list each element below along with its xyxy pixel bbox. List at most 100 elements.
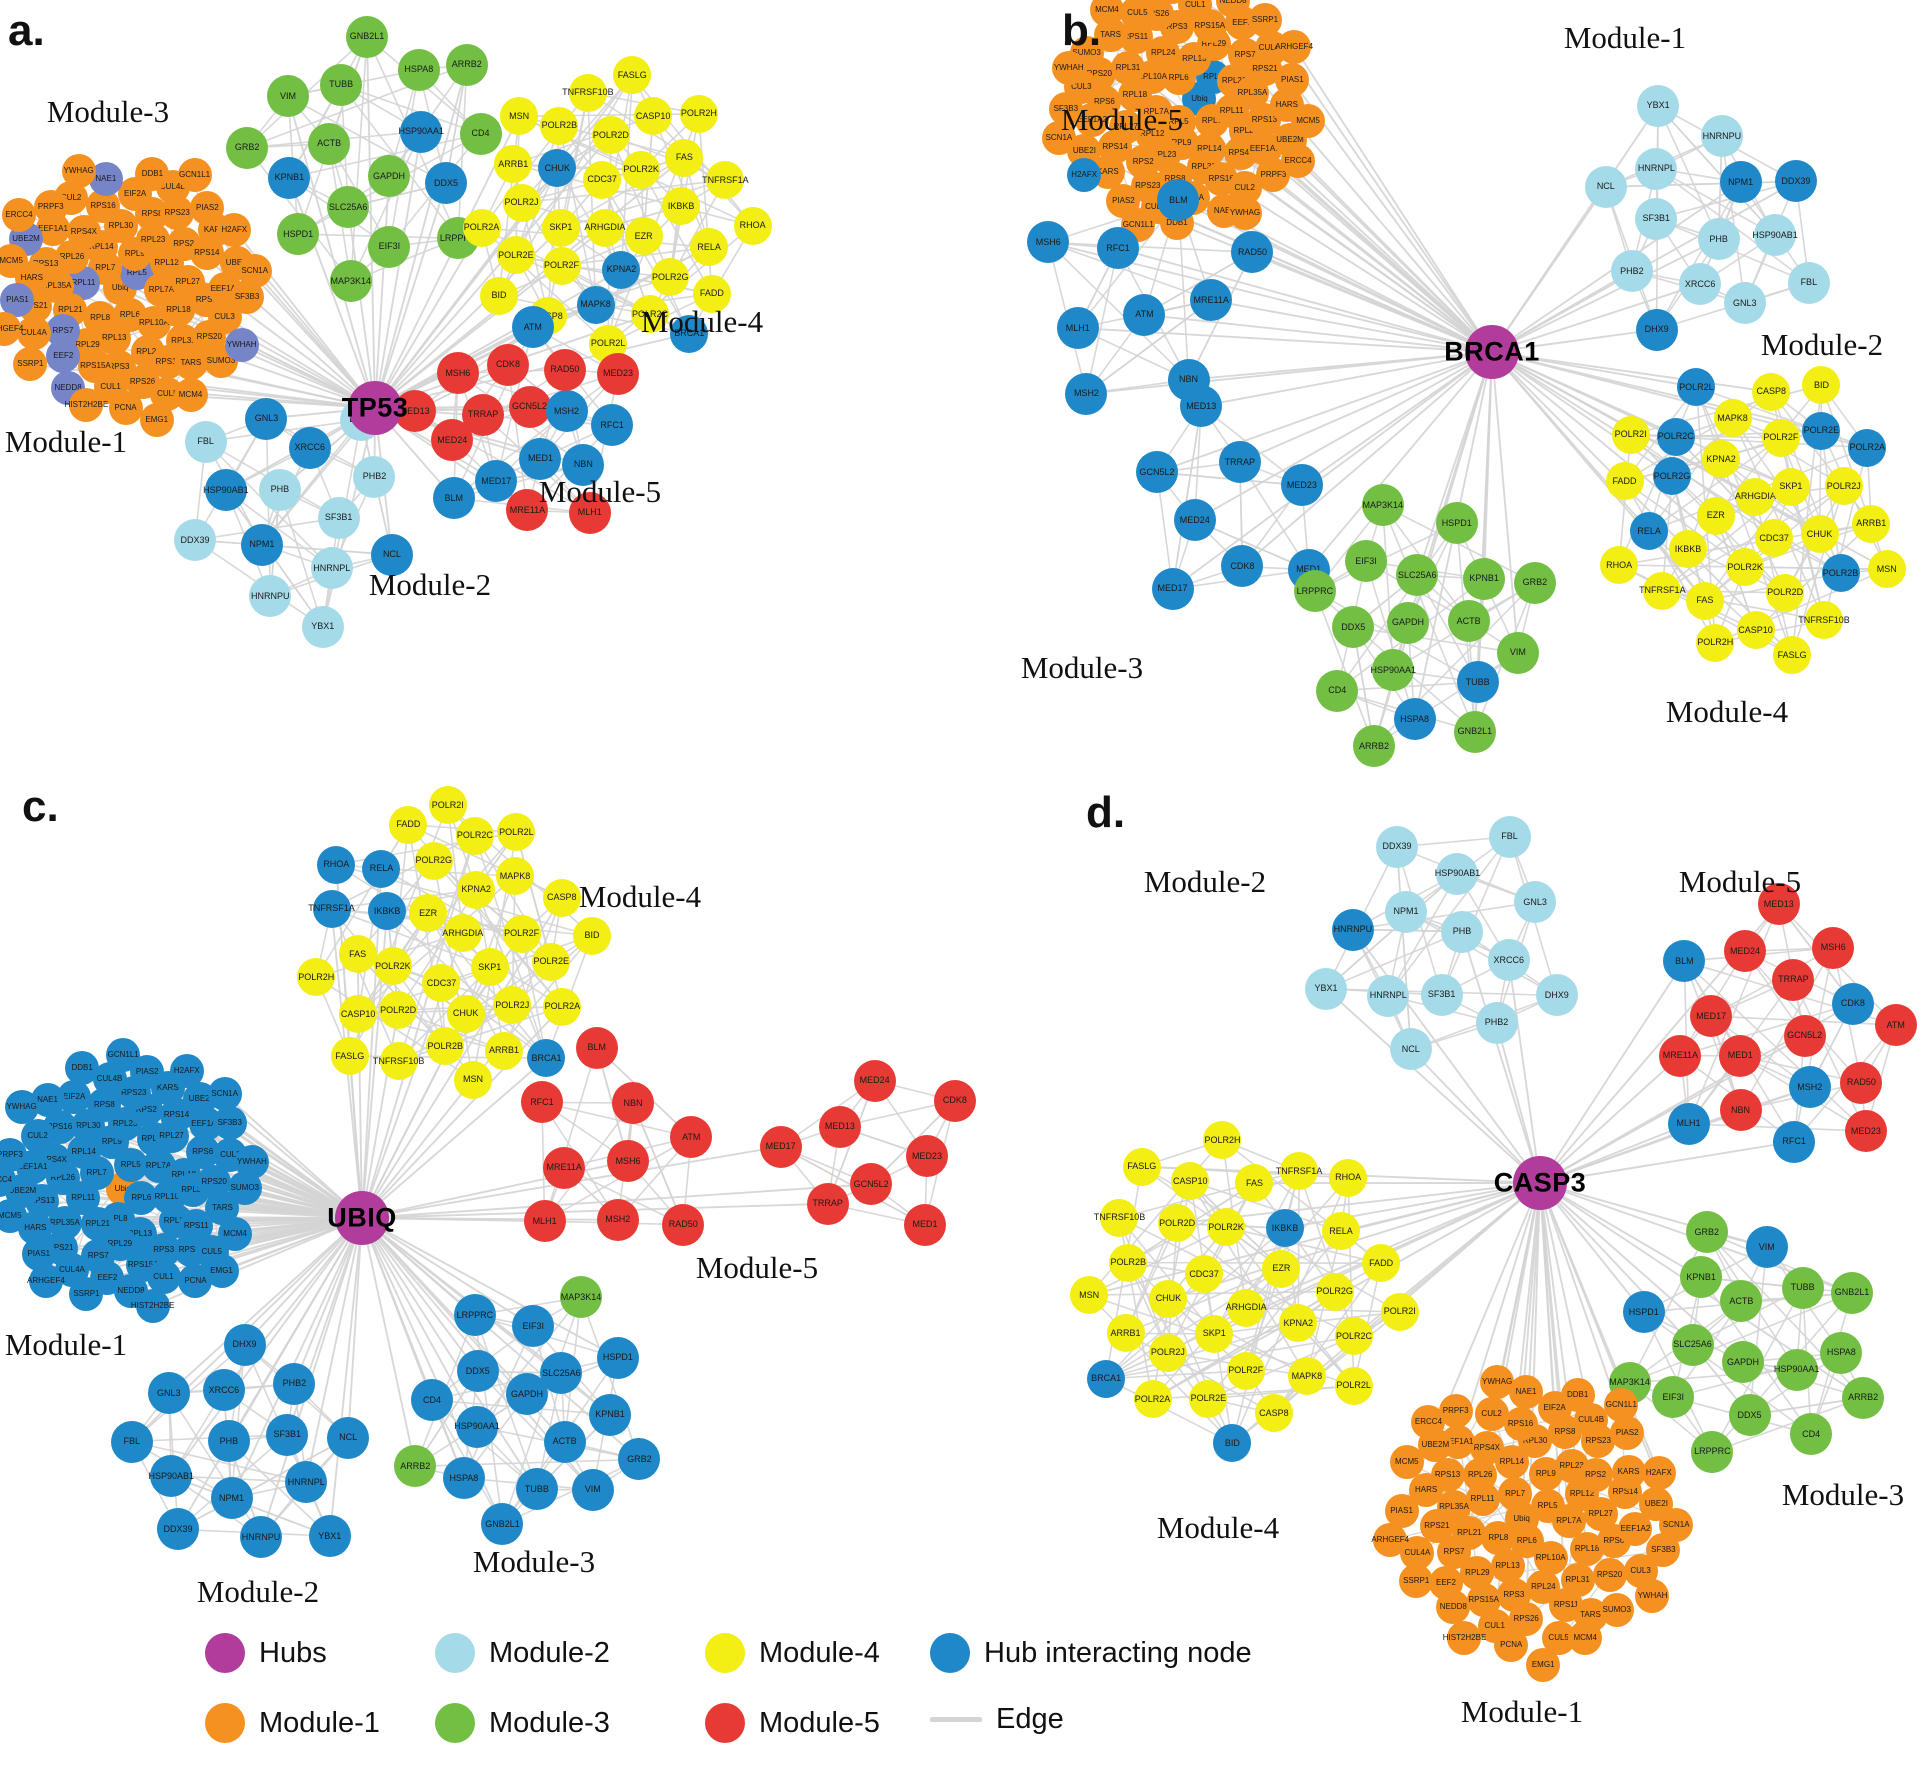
node-rhoa: RHOA — [1329, 1158, 1368, 1197]
node-ezr: EZR — [1262, 1249, 1301, 1288]
node-rps26: RPS26 — [1509, 1601, 1544, 1636]
node-hist2h2be: HIST2H2BE — [1443, 1620, 1486, 1655]
node-hist2h2be: HIST2H2BE — [65, 387, 108, 422]
node-ddb1: DDB1 — [65, 1050, 100, 1085]
node-polr2d: POLR2D — [1766, 573, 1805, 612]
node-ezr: EZR — [409, 894, 448, 933]
node-pias1: PIAS1 — [0, 283, 35, 318]
node-polr2k: POLR2K — [373, 947, 412, 986]
node-mcm4: MCM4 — [218, 1216, 253, 1251]
node-med23: MED23 — [1844, 1110, 1887, 1153]
legend-item-module-5: Module-5 — [705, 1703, 880, 1743]
node-fadd: FADD — [389, 805, 428, 844]
node-polr2h: POLR2H — [679, 94, 718, 133]
node-polr2l: POLR2L — [1677, 368, 1716, 407]
node-gnb2l1: GNB2L1 — [481, 1503, 524, 1546]
node-kpna2: KPNA2 — [1279, 1304, 1318, 1343]
node-h2afx: H2AFX — [217, 212, 252, 247]
node-cul2: CUL2 — [1474, 1396, 1509, 1431]
node-slc25a6: SLC25A6 — [327, 186, 370, 229]
node-gcn5l2: GCN5L2 — [850, 1163, 893, 1206]
node-chuk: CHUK — [1800, 515, 1839, 554]
hub-color-swatch — [205, 1633, 245, 1673]
node-hsp90ab1: HSP90AB1 — [148, 1455, 194, 1498]
node-ywhag: YWHAG — [1480, 1365, 1515, 1400]
node-fbl: FBL — [110, 1420, 153, 1463]
node-kpna2: KPNA2 — [457, 870, 496, 909]
node-hspd1: HSPD1 — [1622, 1291, 1665, 1334]
node-ikbkb: IKBKB — [1266, 1209, 1305, 1248]
node-ssrp1: SSRP1 — [13, 347, 48, 382]
node-vim: VIM — [267, 75, 310, 118]
legend-item-hubs: Hubs — [205, 1633, 327, 1673]
module-label-d-module-1: Module-1 — [1460, 1694, 1584, 1729]
node-scn1a: SCN1A — [237, 254, 272, 289]
module-label-d-module-5: Module-5 — [1678, 864, 1802, 899]
node-med24: MED24 — [431, 419, 474, 462]
node-kpnb1: KPNB1 — [268, 156, 311, 199]
module-label-c-module-1: Module-1 — [4, 1327, 128, 1362]
node-polr2g: POLR2G — [1315, 1272, 1354, 1311]
module5-color-swatch — [705, 1703, 745, 1743]
node-mapk8: MAPK8 — [1713, 399, 1752, 438]
node-fbl: FBL — [1787, 261, 1830, 304]
node-cdk8: CDK8 — [1831, 982, 1874, 1025]
node-atm: ATM — [1874, 1004, 1917, 1047]
node-casp8: CASP8 — [542, 878, 581, 917]
legend-label: Module-3 — [489, 1706, 610, 1739]
node-kars: KARS — [1611, 1455, 1646, 1490]
node-arhgef4: ARHGEF4 — [27, 1263, 65, 1298]
node-polr2a: POLR2A — [1133, 1380, 1172, 1419]
node-ikbkb: IKBKB — [662, 187, 701, 226]
hub-label-brca1: BRCA1 — [1444, 336, 1540, 367]
node-msh2: MSH2 — [596, 1198, 639, 1241]
node-ddx5: DDX5 — [1332, 606, 1375, 649]
node-arhgdia: ARHGDIA — [1735, 477, 1776, 516]
node-msh2: MSH2 — [1065, 372, 1108, 415]
panel-letter-d: d. — [1086, 788, 1126, 837]
node-xrcc6: XRCC6 — [1487, 939, 1530, 982]
node-tubb: TUBB — [1781, 1266, 1824, 1309]
node-ddb1: DDB1 — [135, 157, 170, 192]
node-xrcc6: XRCC6 — [202, 1369, 245, 1412]
module-label-a-module-5: Module-5 — [538, 474, 662, 509]
node-brca1: BRCA1 — [670, 314, 709, 353]
module-label-b-module-1: Module-1 — [1563, 20, 1687, 55]
node-nedd8: NEDD8 — [1436, 1589, 1471, 1624]
node-tnfrsf10b: TNFRSF10B — [373, 1042, 424, 1081]
node-gnl3: GNL3 — [1723, 282, 1766, 325]
node-cd4: CD4 — [459, 112, 502, 155]
node-pcna: PCNA — [108, 390, 143, 425]
node-rad50: RAD50 — [543, 348, 586, 391]
module-label-b-module-2: Module-2 — [1760, 327, 1884, 362]
node-hist2h2be: HIST2H2BE — [131, 1288, 174, 1323]
node-hnrnpl: HNRNPL — [285, 1461, 328, 1504]
module-label-b-module-3: Module-3 — [1020, 650, 1144, 685]
node-polr2j: POLR2J — [493, 986, 532, 1025]
node-fbl: FBL — [1488, 815, 1531, 858]
node-bid: BID — [480, 276, 518, 315]
node-hnrnpu: HNRNPU — [1700, 115, 1743, 158]
node-ybx1: YBX1 — [301, 605, 344, 648]
node-rfc1: RFC1 — [1097, 227, 1139, 270]
node-tnfrsf10b: TNFRSF10B — [1798, 601, 1850, 640]
node-mcm5: MCM5 — [0, 244, 29, 279]
node-tnfrsf1a: TNFRSF1A — [308, 889, 355, 928]
node-mapk8: MAPK8 — [576, 285, 615, 324]
node-polr2h: POLR2H — [1203, 1121, 1242, 1160]
node-gnb2l1: GNB2L1 — [1830, 1271, 1873, 1314]
node-msn: MSN — [500, 97, 539, 136]
node-rad50: RAD50 — [1231, 231, 1274, 274]
node-ybx1: YBX1 — [1304, 967, 1347, 1010]
node-med17: MED17 — [1151, 567, 1194, 610]
node-fadd: FADD — [1605, 462, 1644, 501]
node-rps4x: RPS4X — [1469, 1431, 1504, 1466]
node-mlh1: MLH1 — [1056, 307, 1099, 349]
node-casp10: CASP10 — [339, 995, 378, 1034]
node-polr2l: POLR2L — [1334, 1366, 1373, 1405]
module-label-b-module-5a: Module-5 — [1060, 102, 1184, 137]
node-rela: RELA — [1630, 512, 1669, 551]
node-vim: VIM — [1496, 631, 1539, 674]
node-kpnb1: KPNB1 — [589, 1393, 632, 1436]
node-rela: RELA — [690, 228, 729, 267]
